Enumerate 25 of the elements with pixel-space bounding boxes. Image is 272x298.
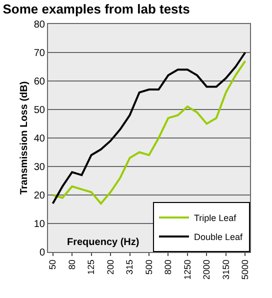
y-tick-label: 30 xyxy=(34,162,46,173)
y-tick-label: 0 xyxy=(39,248,46,258)
x-tick-label: 200 xyxy=(105,260,116,275)
x-tick-label: 3150 xyxy=(220,260,231,280)
y-tick-label: 40 xyxy=(34,134,46,144)
x-tick-label: 800 xyxy=(163,260,174,275)
legend-label: Triple Leaf xyxy=(194,213,237,224)
x-tick-label: 50 xyxy=(48,260,58,270)
x-tick-label: 5000 xyxy=(240,260,250,280)
x-tick-label: 315 xyxy=(124,260,135,275)
x-axis-title: Frequency (Hz) xyxy=(67,237,140,248)
y-tick-label: 20 xyxy=(34,190,46,202)
legend-label: Double Leaf xyxy=(194,232,244,242)
x-tick-label: 1250 xyxy=(182,260,192,280)
y-tick-label: 50 xyxy=(34,105,46,116)
x-tick-label: 125 xyxy=(86,260,96,275)
chart-title: Some examples from lab tests xyxy=(2,2,190,17)
y-tick-label: 80 xyxy=(34,20,46,30)
y-tick-label: 70 xyxy=(34,48,46,59)
y-tick-label: 10 xyxy=(34,219,46,230)
x-tick-label: 500 xyxy=(144,260,154,275)
y-tick-label: 60 xyxy=(34,76,46,88)
x-tick-label: 2000 xyxy=(202,260,212,280)
y-axis-title: Transmission Loss (dB) xyxy=(18,81,30,195)
x-tick-label: 80 xyxy=(66,260,77,270)
